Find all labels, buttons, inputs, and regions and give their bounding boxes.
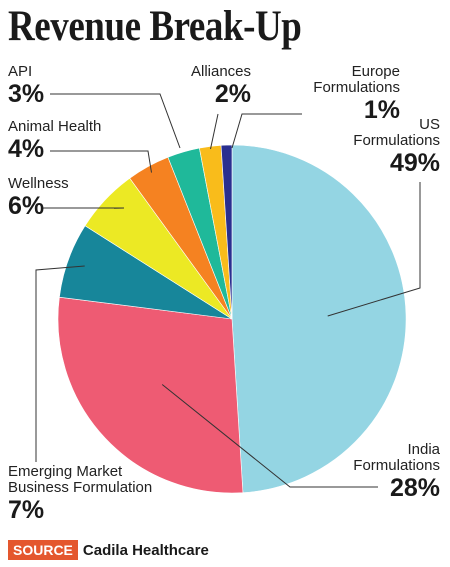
- label-us-pct: 49%: [389, 149, 440, 178]
- leader-us: [327, 182, 421, 317]
- label-india-formulations: India Formulations 28%: [353, 441, 440, 503]
- label-india-pct: 28%: [389, 474, 440, 503]
- label-emerging-market: Emerging Market Business Formulation 7%: [8, 463, 153, 525]
- label-emerging-pct: 7%: [8, 496, 45, 525]
- label-animal-health-name: Animal Health: [8, 118, 102, 135]
- source-org: Cadila Healthcare: [82, 541, 209, 559]
- leader-emerging: [35, 265, 85, 462]
- label-europe-name: Europe: [351, 63, 400, 80]
- label-animal-health: Animal Health 4%: [8, 118, 102, 164]
- leader-europe: [231, 113, 302, 149]
- leader-api: [50, 93, 181, 149]
- label-api-pct: 3%: [8, 80, 45, 109]
- leader-india: [161, 384, 378, 488]
- label-wellness-name: Wellness: [8, 175, 69, 192]
- label-alliances-pct: 2%: [214, 80, 252, 109]
- label-us-formulations: US Formulations 49%: [353, 116, 440, 178]
- leader-alliances: [210, 113, 219, 150]
- label-api-name: API: [8, 63, 33, 80]
- pie-slice-us-formulations: [231, 144, 407, 493]
- pie-slices: [57, 144, 407, 494]
- label-us-name-2: Formulations: [353, 132, 440, 150]
- leader-lines: [35, 93, 421, 488]
- label-wellness-pct: 6%: [8, 192, 45, 221]
- source-tag: SOURCE: [8, 540, 78, 560]
- label-animal-health-pct: 4%: [8, 135, 45, 164]
- label-europe-pct: 1%: [363, 96, 400, 125]
- chart-title: Revenue Break-Up: [8, 3, 302, 50]
- label-api: API 3%: [8, 63, 45, 109]
- pie-slice-europe-formulations: [220, 144, 233, 320]
- label-emerging-name-2: Business Formulation: [8, 479, 153, 497]
- label-alliances: Alliances 2%: [191, 63, 252, 109]
- label-emerging-name: Emerging Market: [8, 463, 123, 480]
- label-europe-formulations: Europe Formulations 1%: [313, 63, 400, 125]
- leader-animal: [50, 150, 152, 173]
- label-europe-name-2: Formulations: [313, 79, 400, 97]
- label-india-name-2: Formulations: [353, 457, 440, 475]
- source-credit: SOURCE Cadila Healthcare: [8, 540, 209, 560]
- label-alliances-name: Alliances: [191, 63, 252, 80]
- label-india-name: India: [407, 441, 440, 458]
- label-wellness: Wellness 6%: [8, 175, 69, 221]
- pie-slice-india-formulations: [57, 296, 244, 494]
- label-us-name: US: [419, 116, 440, 133]
